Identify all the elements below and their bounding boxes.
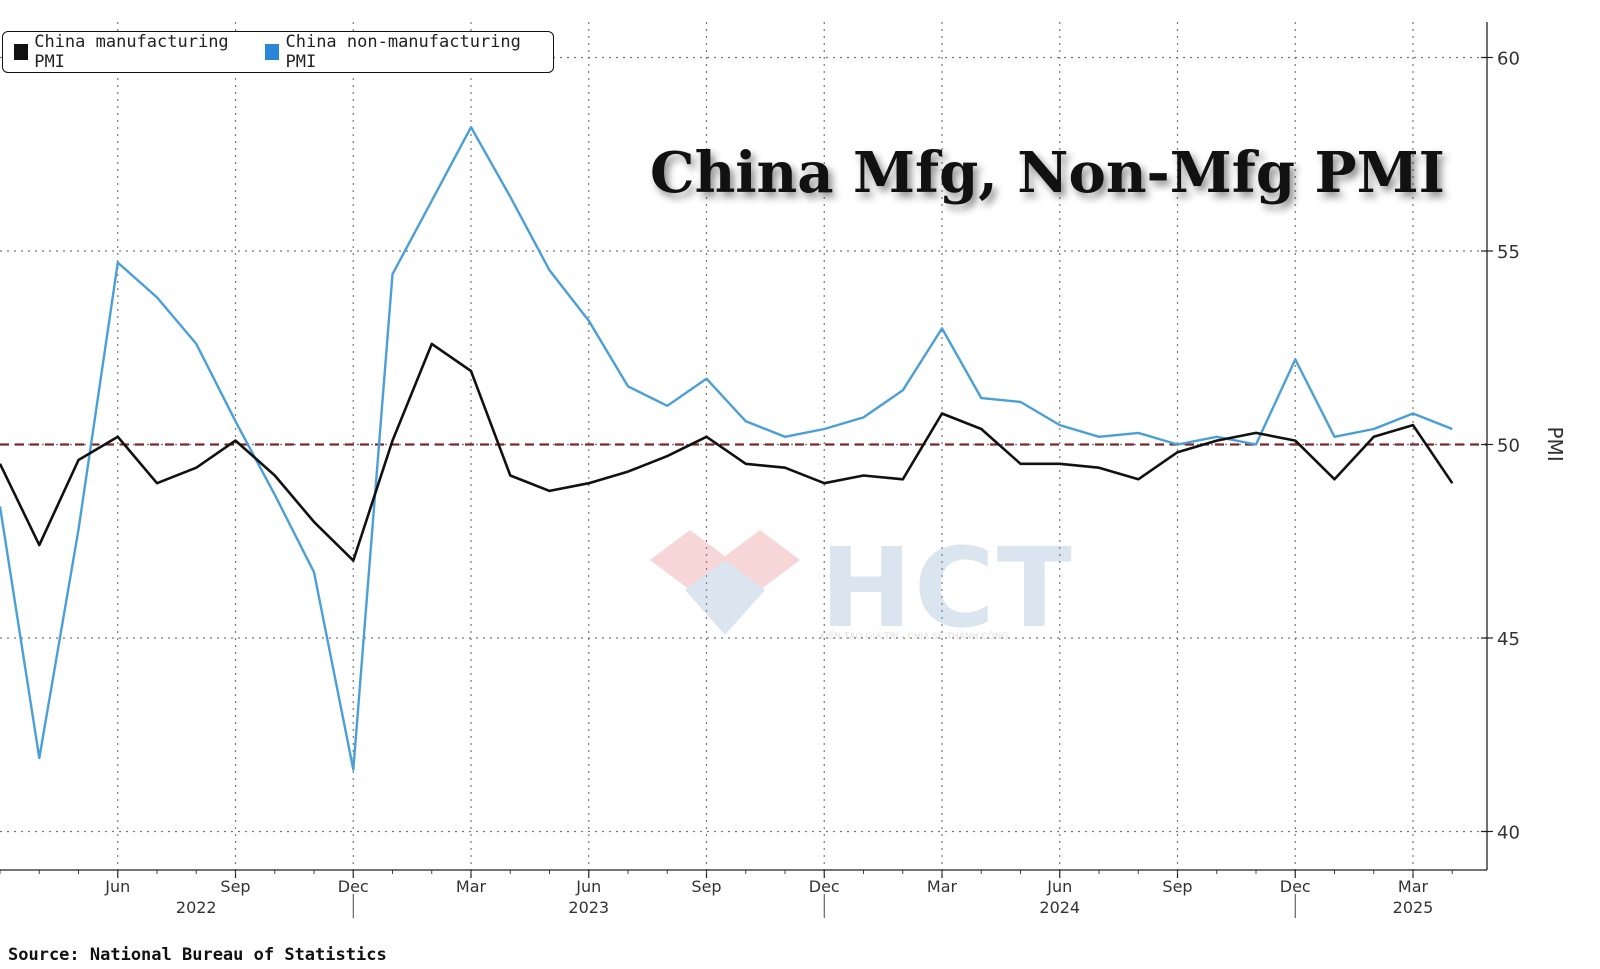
x-tick-label-7: Mar [927, 877, 958, 896]
x-tick-label-10: Dec [1280, 877, 1311, 896]
legend-swatch-non-manufacturing [265, 44, 280, 60]
year-label-2024: 2024 [1039, 898, 1080, 917]
x-tick-label-11: Mar [1398, 877, 1429, 896]
series-lines [0, 125, 1454, 771]
x-tick-label-3: Mar [456, 877, 487, 896]
y-tick-label-45: 45 [1497, 629, 1520, 650]
watermark-tagline: KIẾN TẠO GIÁ TRỊ - CHIA SẺ THÀNH CÔNG [820, 632, 1009, 642]
y-tick-label-60: 60 [1497, 49, 1520, 70]
chart-title: China Mfg, Non-Mfg PMI [650, 140, 1445, 206]
legend: China manufacturing PMI China non-manufa… [2, 31, 554, 73]
source-note: Source: National Bureau of Statistics [8, 945, 387, 965]
series-line-non-manufacturing [0, 125, 1453, 771]
legend-item-manufacturing: China manufacturing PMI [14, 32, 243, 72]
axes: 40 45 50 55 60 Jun Sep Dec Mar Jun Sep Dec Mar Jun Sep… [0, 22, 1520, 918]
y-tick-label-55: 55 [1497, 242, 1520, 263]
legend-label-non-manufacturing: China non-manufacturing PMI [285, 32, 521, 72]
y-axis-label: PMI [1543, 427, 1567, 462]
year-label-2022: 2022 [176, 898, 217, 917]
grid [0, 22, 1487, 870]
year-label-2025: 2025 [1393, 898, 1434, 917]
watermark-logo-icon [650, 530, 800, 635]
x-tick-label-9: Sep [1162, 877, 1192, 896]
legend-label-manufacturing: China manufacturing PMI [34, 32, 229, 72]
series-line-manufacturing [0, 342, 1454, 562]
year-label-2023: 2023 [568, 898, 609, 917]
y-tick-label-40: 40 [1497, 823, 1520, 844]
x-tick-label-8: Jun [1046, 877, 1072, 896]
x-tick-label-2: Dec [338, 877, 369, 896]
legend-swatch-manufacturing [14, 44, 29, 60]
y-tick-label-50: 50 [1497, 436, 1520, 457]
watermark: HCT KIẾN TẠO GIÁ TRỊ - CHIA SẺ THÀNH CÔN… [650, 524, 1072, 652]
legend-item-non-manufacturing: China non-manufacturing PMI [265, 32, 531, 72]
x-tick-label-1: Sep [220, 877, 250, 896]
x-tick-label-0: Jun [104, 877, 130, 896]
x-tick-label-5: Sep [691, 877, 721, 896]
watermark-text: HCT [820, 524, 1074, 652]
x-tick-label-6: Dec [809, 877, 840, 896]
x-tick-label-4: Jun [575, 877, 601, 896]
